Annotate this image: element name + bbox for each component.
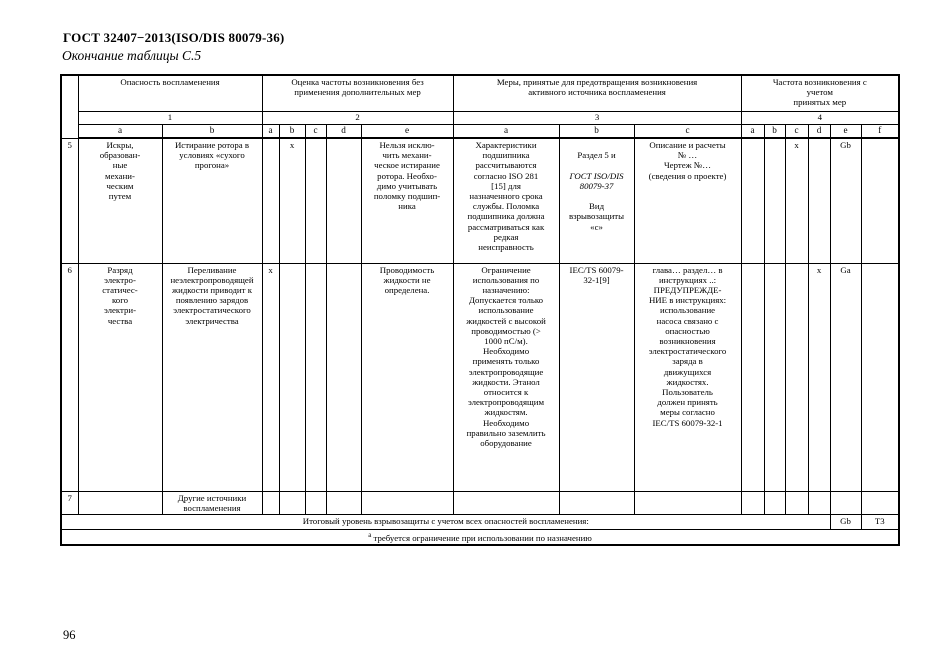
cell-r7-res-b — [763, 490, 786, 515]
cell-r7-res-a — [740, 490, 765, 515]
cell-r5-num: 5 — [60, 137, 79, 264]
cell-r6-freq-b — [278, 262, 306, 492]
table-row-6: 6 Разряд электро- статичес- кого электри… — [60, 262, 900, 492]
table-row-7: 7 Другие источники воспламенения — [60, 490, 900, 515]
cell-r5-hazard-desc: Истирание ротора в условиях «сухого прог… — [161, 137, 263, 264]
cell-r6-freq-a: x — [261, 262, 280, 492]
col-letter-4e: e — [829, 123, 862, 139]
summary-label: Итоговый уровень взрывозащиты с учетом в… — [60, 513, 831, 530]
footnote-marker: a — [368, 530, 372, 539]
cell-r5-measure-basis: Раздел 5 и ГОСТ ISO/DIS 80079-37 Вид взр… — [558, 137, 635, 264]
col-letter-1a: a — [77, 123, 163, 139]
cell-r5-freq-c — [304, 137, 327, 264]
cell-r7-res-e — [829, 490, 862, 515]
col-letter-2e: e — [360, 123, 454, 139]
summary-temp-class: T3 — [860, 513, 900, 530]
cell-r6-res-c — [784, 262, 809, 492]
cell-r6-res-b — [763, 262, 786, 492]
header-group-result-frequency: Частота возникновения с учетом принятых … — [740, 74, 900, 112]
group-number-1: 1 — [77, 110, 263, 125]
table-row-5: 5 Искры, образован- ные механи- ческим п… — [60, 137, 900, 264]
table-caption: Окончание таблицы С.5 — [62, 48, 202, 63]
cell-r7-freq-c — [304, 490, 327, 515]
col-letter-4f: f — [860, 123, 900, 139]
col-letter-2d: d — [325, 123, 362, 139]
cell-r5-res-a — [740, 137, 765, 264]
cell-r7-res-c — [784, 490, 809, 515]
cell-r7-hazard-type — [77, 490, 163, 515]
cell-r7-measure-basis — [558, 490, 635, 515]
cell-r6-num: 6 — [60, 262, 79, 492]
cell-r7-freq-a — [261, 490, 280, 515]
col-letter-4d: d — [807, 123, 831, 139]
cell-r6-freq-d — [325, 262, 362, 492]
cell-r7-res-f — [860, 490, 900, 515]
doc-code: ГОСТ 32407−2013(ISO/DIS 80079-36) — [63, 30, 285, 45]
cell-r6-res-a — [740, 262, 765, 492]
cell-r7-measure-desc — [452, 490, 560, 515]
header-group-hazard: Опасность воспламенения — [77, 74, 263, 112]
header-group-frequency: Оценка частоты возникновения без примене… — [261, 74, 454, 112]
header-num-column — [60, 74, 79, 139]
col-letter-2a: a — [261, 123, 280, 139]
measure-basis-text: Раздел 5 и — [577, 150, 616, 161]
cell-r6-freq-c — [304, 262, 327, 492]
summary-epl: Gb — [829, 513, 862, 530]
cell-r6-res-f — [860, 262, 900, 492]
footnote-text: требуется ограничение при использовании … — [373, 532, 592, 543]
col-letter-2b: b — [278, 123, 306, 139]
cell-r6-res-e: Ga — [829, 262, 862, 492]
header-group-measures: Меры, принятые для предотвращения возник… — [452, 74, 742, 112]
cell-r7-hazard-desc: Другие источники воспламенения — [161, 490, 263, 515]
measure-basis-protection-type: Вид взрывозащиты «с» — [569, 201, 625, 232]
cell-r6-freq-note: Проводимость жидкости не определена. — [360, 262, 454, 492]
cell-r7-res-d — [807, 490, 831, 515]
cell-r6-measure-doc: глава… раздел… в инструкциях ..: ПРЕДУПР… — [633, 262, 742, 492]
cell-r5-res-c: x — [784, 137, 809, 264]
col-letter-4c: c — [784, 123, 809, 139]
group-number-4: 4 — [740, 110, 900, 125]
col-letter-3c: c — [633, 123, 742, 139]
summary-row: Итоговый уровень взрывозащиты с учетом в… — [60, 513, 900, 530]
col-letter-2c: c — [304, 123, 327, 139]
cell-r7-freq-d — [325, 490, 362, 515]
cell-r5-freq-note: Нельзя исклю- чить механи- ческое истира… — [360, 137, 454, 264]
cell-r5-measure-desc: Характеристики подшипника рассчитываются… — [452, 137, 560, 264]
cell-r6-hazard-type: Разряд электро- статичес- кого электри- … — [77, 262, 163, 492]
cell-r6-res-d: x — [807, 262, 831, 492]
cell-r5-hazard-type: Искры, образован- ные механи- ческим пут… — [77, 137, 163, 264]
cell-r7-num: 7 — [60, 490, 79, 515]
ignition-hazard-table: Опасность воспламенения Оценка частоты в… — [60, 74, 901, 546]
footnote-row: a требуется ограничение при использовани… — [60, 528, 900, 546]
group-number-3: 3 — [452, 110, 742, 125]
col-letter-3b: b — [558, 123, 635, 139]
cell-r5-res-f — [860, 137, 900, 264]
cell-r7-measure-doc — [633, 490, 742, 515]
table-footnote: a требуется ограничение при использовани… — [60, 528, 900, 546]
cell-r5-measure-doc: Описание и расчеты № … Чертеж №… (сведен… — [633, 137, 742, 264]
cell-r5-freq-d — [325, 137, 362, 264]
cell-r7-freq-note — [360, 490, 454, 515]
group-number-2: 2 — [261, 110, 454, 125]
cell-r6-measure-desc: Ограничение использования по назначению:… — [452, 262, 560, 492]
measure-basis-standard-ref: ГОСТ ISO/DIS 80079-37 — [569, 170, 624, 191]
cell-r5-res-d — [807, 137, 831, 264]
cell-r7-freq-b — [278, 490, 306, 515]
page-number: 96 — [63, 628, 76, 642]
cell-r5-res-b — [763, 137, 786, 264]
col-letter-3a: a — [452, 123, 560, 139]
cell-r5-res-e: Gb — [829, 137, 862, 264]
col-letter-4a: a — [740, 123, 765, 139]
cell-r5-freq-b: x — [278, 137, 306, 264]
cell-r6-hazard-desc: Переливание неэлектропроводящей жидкости… — [161, 262, 263, 492]
cell-r5-freq-a — [261, 137, 280, 264]
cell-r6-measure-basis: IEC/TS 60079- 32-1[9] — [558, 262, 635, 492]
col-letter-4b: b — [763, 123, 786, 139]
col-letter-1b: b — [161, 123, 263, 139]
